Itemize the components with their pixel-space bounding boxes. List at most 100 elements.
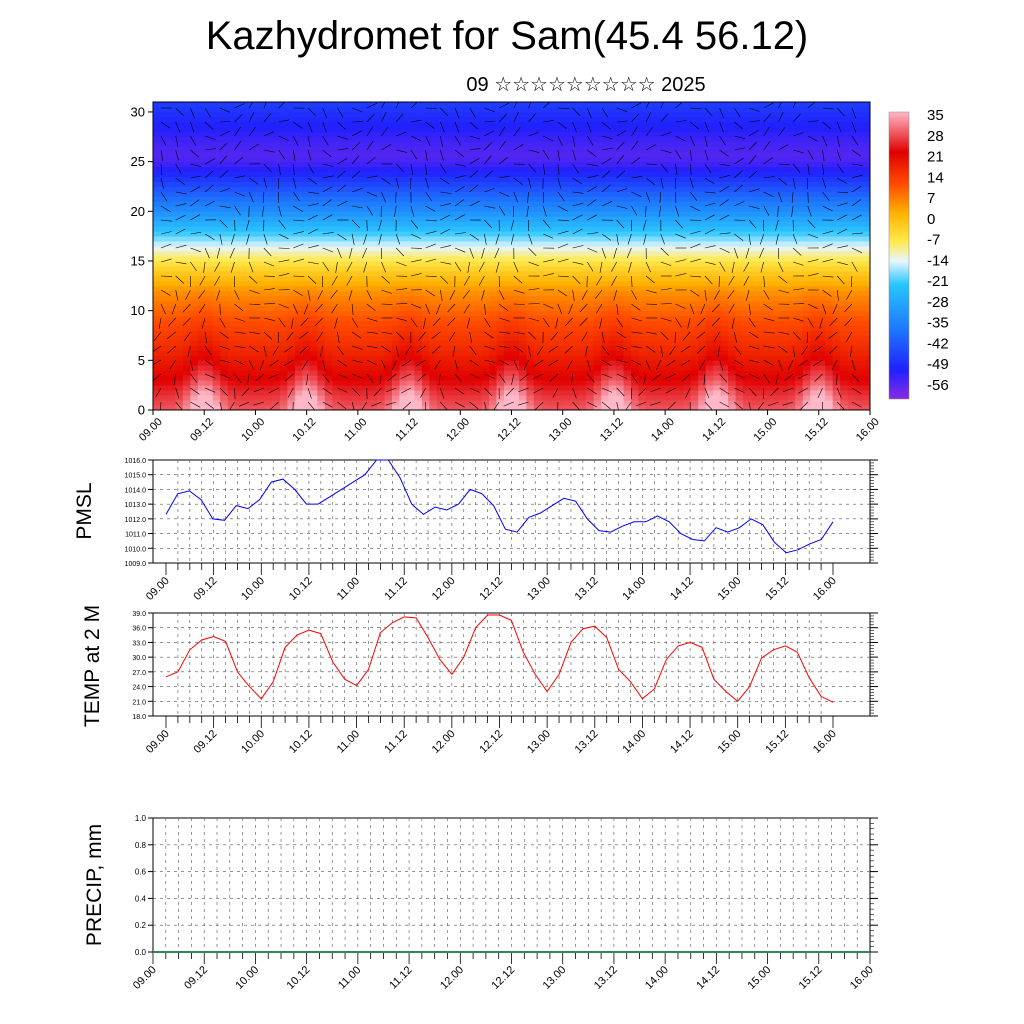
heatmap-cell [466, 260, 475, 267]
heatmap-cell [571, 146, 580, 153]
heatmap-cell [436, 206, 445, 212]
heatmap-cell [518, 275, 527, 282]
heatmap-cell [182, 126, 191, 133]
heatmap-cell [593, 246, 602, 252]
heatmap-cell [309, 136, 318, 143]
heatmap-cell [728, 191, 736, 197]
heatmap-cell [586, 141, 595, 148]
heatmap-cell [317, 131, 326, 138]
heatmap-cell [608, 365, 617, 371]
heatmap-cell [369, 265, 378, 272]
heatmap-cell [653, 380, 662, 386]
heatmap-cell [250, 295, 258, 302]
heatmap-cell [698, 196, 707, 202]
heatmap-cell [593, 221, 602, 227]
heatmap-cell [265, 385, 273, 391]
heatmap-cell [608, 156, 617, 163]
heatmap-cell [743, 310, 751, 317]
heatmap-cell [167, 131, 176, 138]
heatmap-cell [728, 365, 736, 371]
heatmap-cell [399, 285, 408, 292]
heatmap-cell [197, 400, 206, 406]
heatmap-cell [489, 345, 497, 351]
heatmap-cell [578, 216, 587, 222]
heatmap-cell [690, 330, 699, 336]
heatmap-cell [690, 161, 699, 167]
heatmap-cell [451, 380, 460, 386]
heatmap-cell [436, 350, 445, 356]
heatmap-cell [675, 400, 684, 406]
heatmap-cell [436, 395, 445, 401]
heatmap-cell [638, 116, 647, 123]
heatmap-cell [489, 280, 497, 287]
heatmap-cell [496, 345, 505, 351]
heatmap-cell [489, 400, 497, 406]
heatmap-cell [324, 106, 333, 113]
heatmap-cell [414, 186, 423, 192]
heatmap-cell [481, 365, 490, 371]
heatmap-cell [406, 131, 415, 138]
heatmap-cell [601, 171, 609, 177]
heatmap-cell [466, 246, 475, 252]
heatmap-cell [242, 360, 251, 366]
heatmap-cell [414, 320, 423, 326]
heatmap-cell [683, 335, 692, 341]
heatmap-cell [384, 141, 393, 148]
heatmap-cell [414, 161, 423, 167]
heatmap-cell [728, 201, 736, 207]
heatmap-cell [354, 256, 363, 262]
heatmap-cell [302, 295, 311, 302]
heatmap-cell [496, 231, 505, 237]
heatmap-cell [429, 320, 438, 326]
heatmap-cell [205, 186, 214, 192]
heatmap-cell [683, 136, 692, 143]
heatmap-cell [167, 295, 176, 302]
heatmap-cell [616, 330, 624, 336]
heatmap-cell [489, 275, 497, 282]
heatmap-cell [369, 285, 378, 292]
heatmap-cell [563, 196, 572, 202]
heatmap-cell [302, 186, 311, 192]
heatmap-cell [518, 295, 527, 302]
heatmap-cell [406, 102, 415, 108]
heatmap-cell [720, 350, 729, 356]
heatmap-cell [354, 171, 363, 177]
heatmap-cell [474, 136, 483, 143]
heatmap-cell [175, 206, 184, 212]
heatmap-cell [294, 102, 303, 108]
heatmap-cell [608, 236, 617, 242]
heatmap-cell [190, 285, 199, 292]
heatmap-cell [504, 131, 512, 138]
heatmap-cell [235, 161, 244, 167]
heatmap-cell [399, 350, 408, 356]
heatmap-cell [339, 136, 348, 143]
heatmap-cell [406, 166, 415, 172]
heatmap-cell [265, 156, 273, 163]
heatmap-cell [481, 270, 490, 277]
heatmap-cell [690, 226, 699, 232]
heatmap-cell [586, 106, 595, 113]
heatmap-cell [384, 201, 393, 207]
heatmap-cell [339, 350, 348, 356]
heatmap-cell [675, 236, 684, 242]
heatmap-cell [631, 191, 639, 197]
heatmap-cell [548, 330, 557, 336]
heatmap-cell [167, 320, 176, 326]
heatmap-cell [205, 340, 214, 346]
heatmap-cell [220, 400, 229, 406]
heatmap-cell [720, 231, 729, 237]
heatmap-cell [623, 295, 632, 302]
heatmap-cell [631, 231, 639, 237]
heatmap-cell [533, 305, 542, 312]
heatmap-cell [608, 106, 617, 113]
heatmap-cell [743, 221, 751, 227]
heatmap-cell [406, 390, 415, 396]
heatmap-cell [362, 390, 370, 396]
heatmap-cell [399, 400, 408, 406]
heatmap-cell [608, 146, 617, 153]
heatmap-cell [586, 325, 595, 331]
heatmap-cell [160, 186, 169, 192]
heatmap-cell [160, 385, 169, 391]
heatmap-cell [750, 310, 759, 317]
heatmap-cell [511, 405, 520, 410]
